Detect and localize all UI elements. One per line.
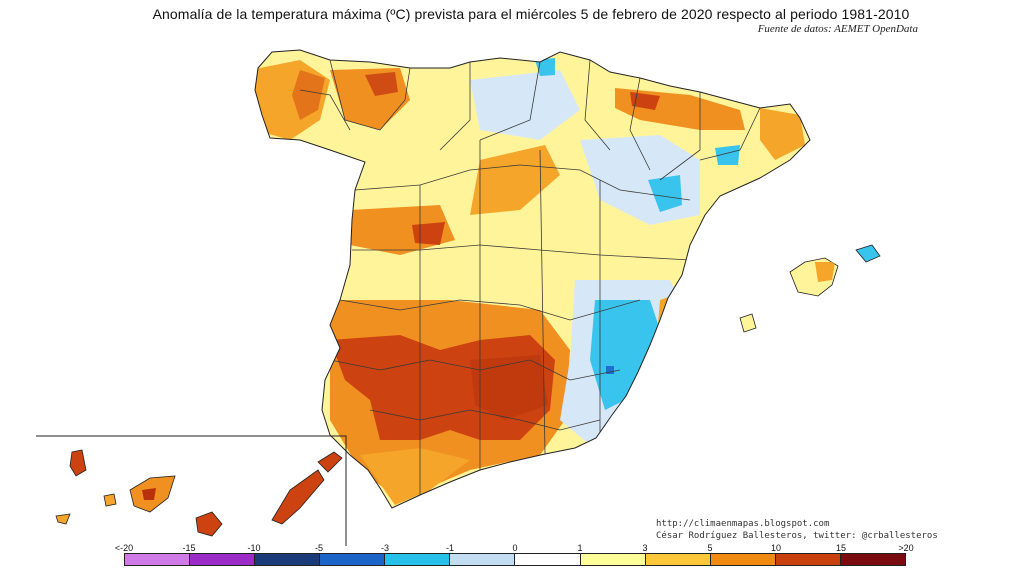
legend-swatch [255,554,321,565]
legend-swatch [320,554,386,565]
legend-swatch [515,554,581,565]
catalonia-warm-zone [760,108,805,160]
fuerteventura-island [271,469,325,525]
la-palma-island [69,449,87,477]
legend-tick: 15 [835,543,847,553]
majorca-warm-zone [815,262,835,282]
valencia-warm-zone [655,290,690,360]
southeast-cyan-zone [590,300,665,410]
legend-swatch [775,554,841,565]
map-title: Anomalía de la temperatura máxima (ºC) p… [152,6,910,22]
legend-tick: -10 [247,543,261,553]
legend-swatch [710,554,776,565]
author-credit: César Rodríguez Ballesteros, twitter: @c… [656,531,938,541]
legend-swatch [385,554,451,565]
pyrenees-red-zone [630,92,660,110]
hierro-island [55,513,71,525]
legend-swatch [450,554,516,565]
legend-swatch [840,554,905,565]
legend-tick: 1 [577,543,583,553]
legend-tick: 5 [707,543,713,553]
blog-credit: http://climaenmapas.blogspot.com [656,519,830,529]
south-coast-warm-zone [360,448,470,505]
gomera-island [103,493,117,507]
central-red-zone [412,222,445,245]
catalonia-cyan-zone [715,145,740,165]
legend-tick: -1 [445,543,455,553]
legend-swatch [580,554,646,565]
legend-tick: >20 [898,543,914,553]
teruel-cyan-zone [648,175,682,212]
north-cool-zone [470,70,580,140]
legend-tick: <-20 [114,543,134,553]
legend-swatch [645,554,711,565]
lanzarote-island [317,451,343,473]
cordoba-red-core [470,355,548,420]
legend-tick: 0 [512,543,518,553]
legend-tick: -5 [314,543,324,553]
ibiza-island [739,313,757,333]
tenerife-red-core [142,488,156,500]
leon-red-zone [365,72,398,96]
legend-swatch [125,554,191,565]
minorca-island [855,244,881,263]
peninsula [254,49,811,509]
legend-tick: -15 [182,543,196,553]
gran-canaria-island [195,511,223,537]
legend-tick: 10 [770,543,782,553]
inset-frame [36,435,347,546]
galicia-red-zone [292,70,325,120]
legend-tick: -3 [380,543,390,553]
color-legend [124,553,906,566]
legend-tick: 3 [642,543,648,553]
balearic-islands [739,244,881,333]
burgos-warm-zone [470,145,560,215]
peninsula-outline [254,49,811,509]
legend-swatch [190,554,256,565]
province-borders [299,59,761,495]
canary-islands-inset [36,435,347,546]
data-source-note: Fuente de datos: AEMET OpenData [757,23,918,35]
